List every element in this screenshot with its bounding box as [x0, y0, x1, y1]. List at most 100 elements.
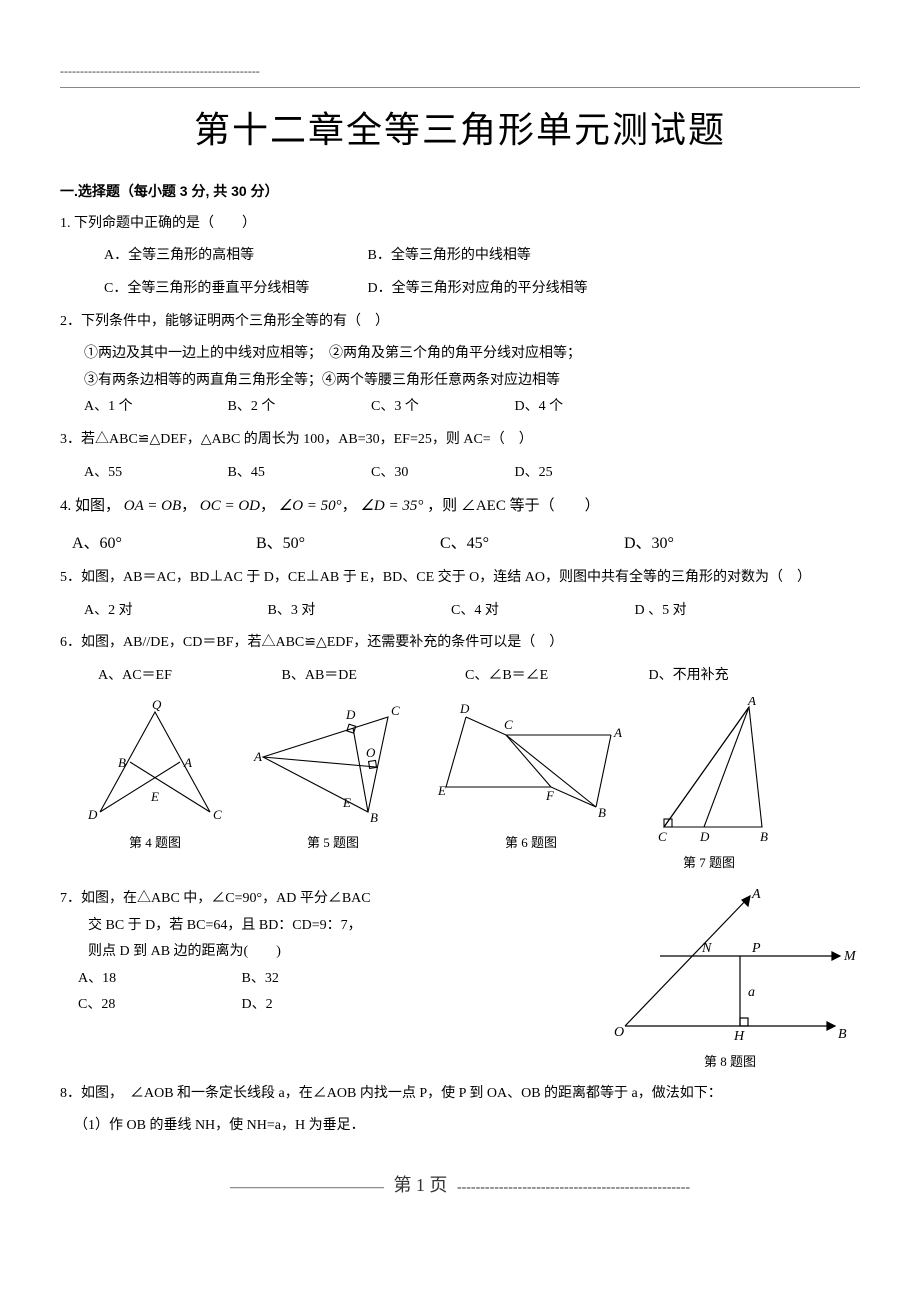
q4-eq1: OA = OB: [124, 498, 181, 514]
fig4-svg: Q B A E D C: [80, 697, 230, 827]
fig7-caption: 第 7 题图: [644, 851, 774, 876]
fig6-cell: D C A E F B 第 6 题图: [436, 697, 626, 856]
fig7-svg: A C D B: [644, 697, 774, 847]
footer-right-dash: ----------------------------------------…: [457, 1180, 690, 1195]
fig6-caption: 第 6 题图: [436, 831, 626, 856]
q1-opts-row1: A．全等三角形的高相等 B．全等三角形的中线相等: [104, 243, 860, 270]
q3-opt-c: C、30: [371, 460, 511, 487]
q4-opt-b: B、50°: [256, 529, 436, 559]
fig7-label-C: C: [658, 829, 667, 844]
fig6-label-E: E: [437, 783, 446, 798]
q3-opt-b: B、45: [228, 460, 368, 487]
q8-stem: 8．如图， ∠AOB 和一条定长线段 a，在∠AOB 内找一点 P，使 P 到 …: [60, 1081, 860, 1108]
top-dash-line: ----------------------------------------…: [60, 60, 860, 83]
fig8-svg: A N P M a O H B: [600, 886, 860, 1046]
q7-opt-c: C、28: [78, 992, 238, 1019]
q6-opt-d: D、不用补充: [649, 663, 829, 690]
fig6-label-C: C: [504, 717, 513, 732]
fig5-label-C: C: [391, 703, 400, 718]
figure-row: Q B A E D C 第 4 题图 A D C O: [80, 697, 860, 876]
q4-stem: 4. 如图， OA = OB， OC = OD， ∠O = 50°， ∠D = …: [60, 492, 860, 521]
q2-opt-c: C、3 个: [371, 394, 511, 421]
q5-stem: 5．如图，AB＝AC，BD⊥AC 于 D，CE⊥AB 于 E，BD、CE 交于 …: [60, 565, 860, 592]
fig8-label-A: A: [751, 887, 761, 902]
fig7-label-B: B: [760, 829, 768, 844]
q1-opt-b: B．全等三角形的中线相等: [368, 248, 531, 263]
q1-opt-c: C．全等三角形的垂直平分线相等: [104, 276, 364, 303]
q2-opt-d: D、4 个: [515, 394, 655, 421]
footer-page-label: 第 1 页: [387, 1168, 453, 1202]
fig5-label-O: O: [366, 745, 376, 760]
fig8-label-O: O: [614, 1025, 624, 1040]
fig8-label-B: B: [838, 1027, 847, 1042]
q5-opt-a: A、2 对: [84, 598, 264, 625]
fig5-cell: A D C O E B 第 5 题图: [248, 697, 418, 856]
fig4-label-B: B: [118, 755, 126, 770]
fig6-label-D: D: [459, 701, 470, 716]
fig8-label-M: M: [843, 949, 857, 964]
q7-l3: 则点 D 到 AB 边的距离为( ): [60, 939, 570, 966]
q5-opt-b: B、3 对: [268, 598, 448, 625]
fig4-label-Q: Q: [152, 697, 162, 712]
section-1-heading: 一.选择题（每小题 3 分, 共 30 分）: [60, 178, 860, 205]
fig8-caption: 第 8 题图: [600, 1050, 860, 1075]
q2-sub1: ①两边及其中一边上的中线对应相等； ②两角及第三个角的角平分线对应相等；: [84, 341, 860, 368]
fig4-caption: 第 4 题图: [80, 831, 230, 856]
fig4-label-D: D: [87, 807, 98, 822]
q6-opt-c: C、∠B＝∠E: [465, 663, 645, 690]
fig7-label-D: D: [699, 829, 710, 844]
fig5-label-D: D: [345, 707, 356, 722]
q5-opt-c: C、4 对: [451, 598, 631, 625]
doc-title: 第十二章全等三角形单元测试题: [60, 96, 860, 164]
q3-stem: 3．若△ABC≌△DEF，△ABC 的周长为 100，AB=30，EF=25，则…: [60, 427, 860, 454]
fig8-label-P: P: [751, 941, 761, 956]
q5-opt-d: D 、5 对: [635, 598, 815, 625]
q4-opt-a: A、60°: [72, 529, 252, 559]
fig4-label-E: E: [150, 789, 159, 804]
q3-opt-d: D、25: [515, 460, 655, 487]
footer-left-dash: ———————————: [230, 1180, 384, 1195]
q6-opt-a: A、AC＝EF: [98, 663, 278, 690]
fig5-caption: 第 5 题图: [248, 831, 418, 856]
q2-opt-a: A、1 个: [84, 394, 224, 421]
fig5-svg: A D C O E B: [248, 697, 418, 827]
q7-opt-d: D、2: [242, 992, 382, 1019]
fig4-label-A: A: [183, 755, 192, 770]
q2-opt-b: B、2 个: [228, 394, 368, 421]
q4-ang1: ∠O = 50°: [279, 498, 342, 514]
q4-opt-d: D、30°: [624, 529, 804, 559]
q6-opts: A、AC＝EF B、AB＝DE C、∠B＝∠E D、不用补充: [98, 663, 860, 690]
fig5-label-B: B: [370, 810, 378, 825]
fig6-label-A: A: [613, 725, 622, 740]
q4-post: ，则 ∠AEC 等于（ ）: [427, 498, 600, 514]
q4-opt-c: C、45°: [440, 529, 620, 559]
fig6-svg: D C A E F B: [436, 697, 626, 827]
q7-text: 7．如图，在△ABC 中，∠C=90°，AD 平分∠BAC 交 BC 于 D，若…: [60, 886, 570, 1019]
q4-pre: 4. 如图，: [60, 498, 120, 514]
fig5-label-E: E: [342, 795, 351, 810]
q8-l1: （1）作 OB 的垂线 NH，使 NH=a，H 为垂足．: [74, 1113, 860, 1140]
fig7-cell: A C D B 第 7 题图: [644, 697, 774, 876]
fig6-label-B: B: [598, 805, 606, 820]
page-footer: ——————————— 第 1 页 ----------------------…: [60, 1168, 860, 1202]
q2-opts: A、1 个 B、2 个 C、3 个 D、4 个: [84, 394, 860, 421]
q4-opts: A、60° B、50° C、45° D、30°: [72, 529, 860, 559]
fig7-label-A: A: [747, 697, 756, 708]
fig6-label-F: F: [545, 788, 555, 803]
q7-opt-a: A、18: [78, 966, 238, 993]
q2-sub2: ③有两条边相等的两直角三角形全等；④两个等腰三角形任意两条对应边相等: [84, 368, 860, 395]
q7-l1: 7．如图，在△ABC 中，∠C=90°，AD 平分∠BAC: [60, 886, 570, 913]
q7-opt-b: B、32: [242, 966, 382, 993]
top-rule: [60, 87, 860, 88]
q1-opts-row2: C．全等三角形的垂直平分线相等 D．全等三角形对应角的平分线相等: [104, 276, 860, 303]
fig8-label-N: N: [701, 941, 712, 956]
q3-opts: A、55 B、45 C、30 D、25: [84, 460, 860, 487]
fig5-label-A: A: [253, 749, 262, 764]
q5-opts: A、2 对 B、3 对 C、4 对 D 、5 对: [84, 598, 860, 625]
q3-opt-a: A、55: [84, 460, 224, 487]
fig8-cell: A N P M a O H B 第 8 题图: [600, 886, 860, 1075]
q6-opt-b: B、AB＝DE: [282, 663, 462, 690]
q6-stem: 6．如图，AB//DE，CD＝BF，若△ABC≌△EDF，还需要补充的条件可以是…: [60, 630, 860, 657]
q4-ang2: ∠D = 35°: [360, 498, 423, 514]
q7-row: 7．如图，在△ABC 中，∠C=90°，AD 平分∠BAC 交 BC 于 D，若…: [60, 886, 860, 1075]
